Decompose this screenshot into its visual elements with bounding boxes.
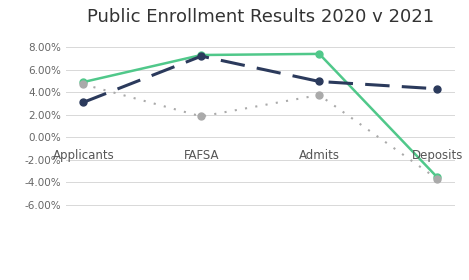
Text: Admits: Admits xyxy=(299,148,340,162)
Text: Deposits: Deposits xyxy=(412,148,463,162)
Text: Applicants: Applicants xyxy=(53,148,114,162)
Text: FAFSA: FAFSA xyxy=(183,148,219,162)
Title: Public Enrollment Results 2020 v 2021: Public Enrollment Results 2020 v 2021 xyxy=(87,8,434,27)
